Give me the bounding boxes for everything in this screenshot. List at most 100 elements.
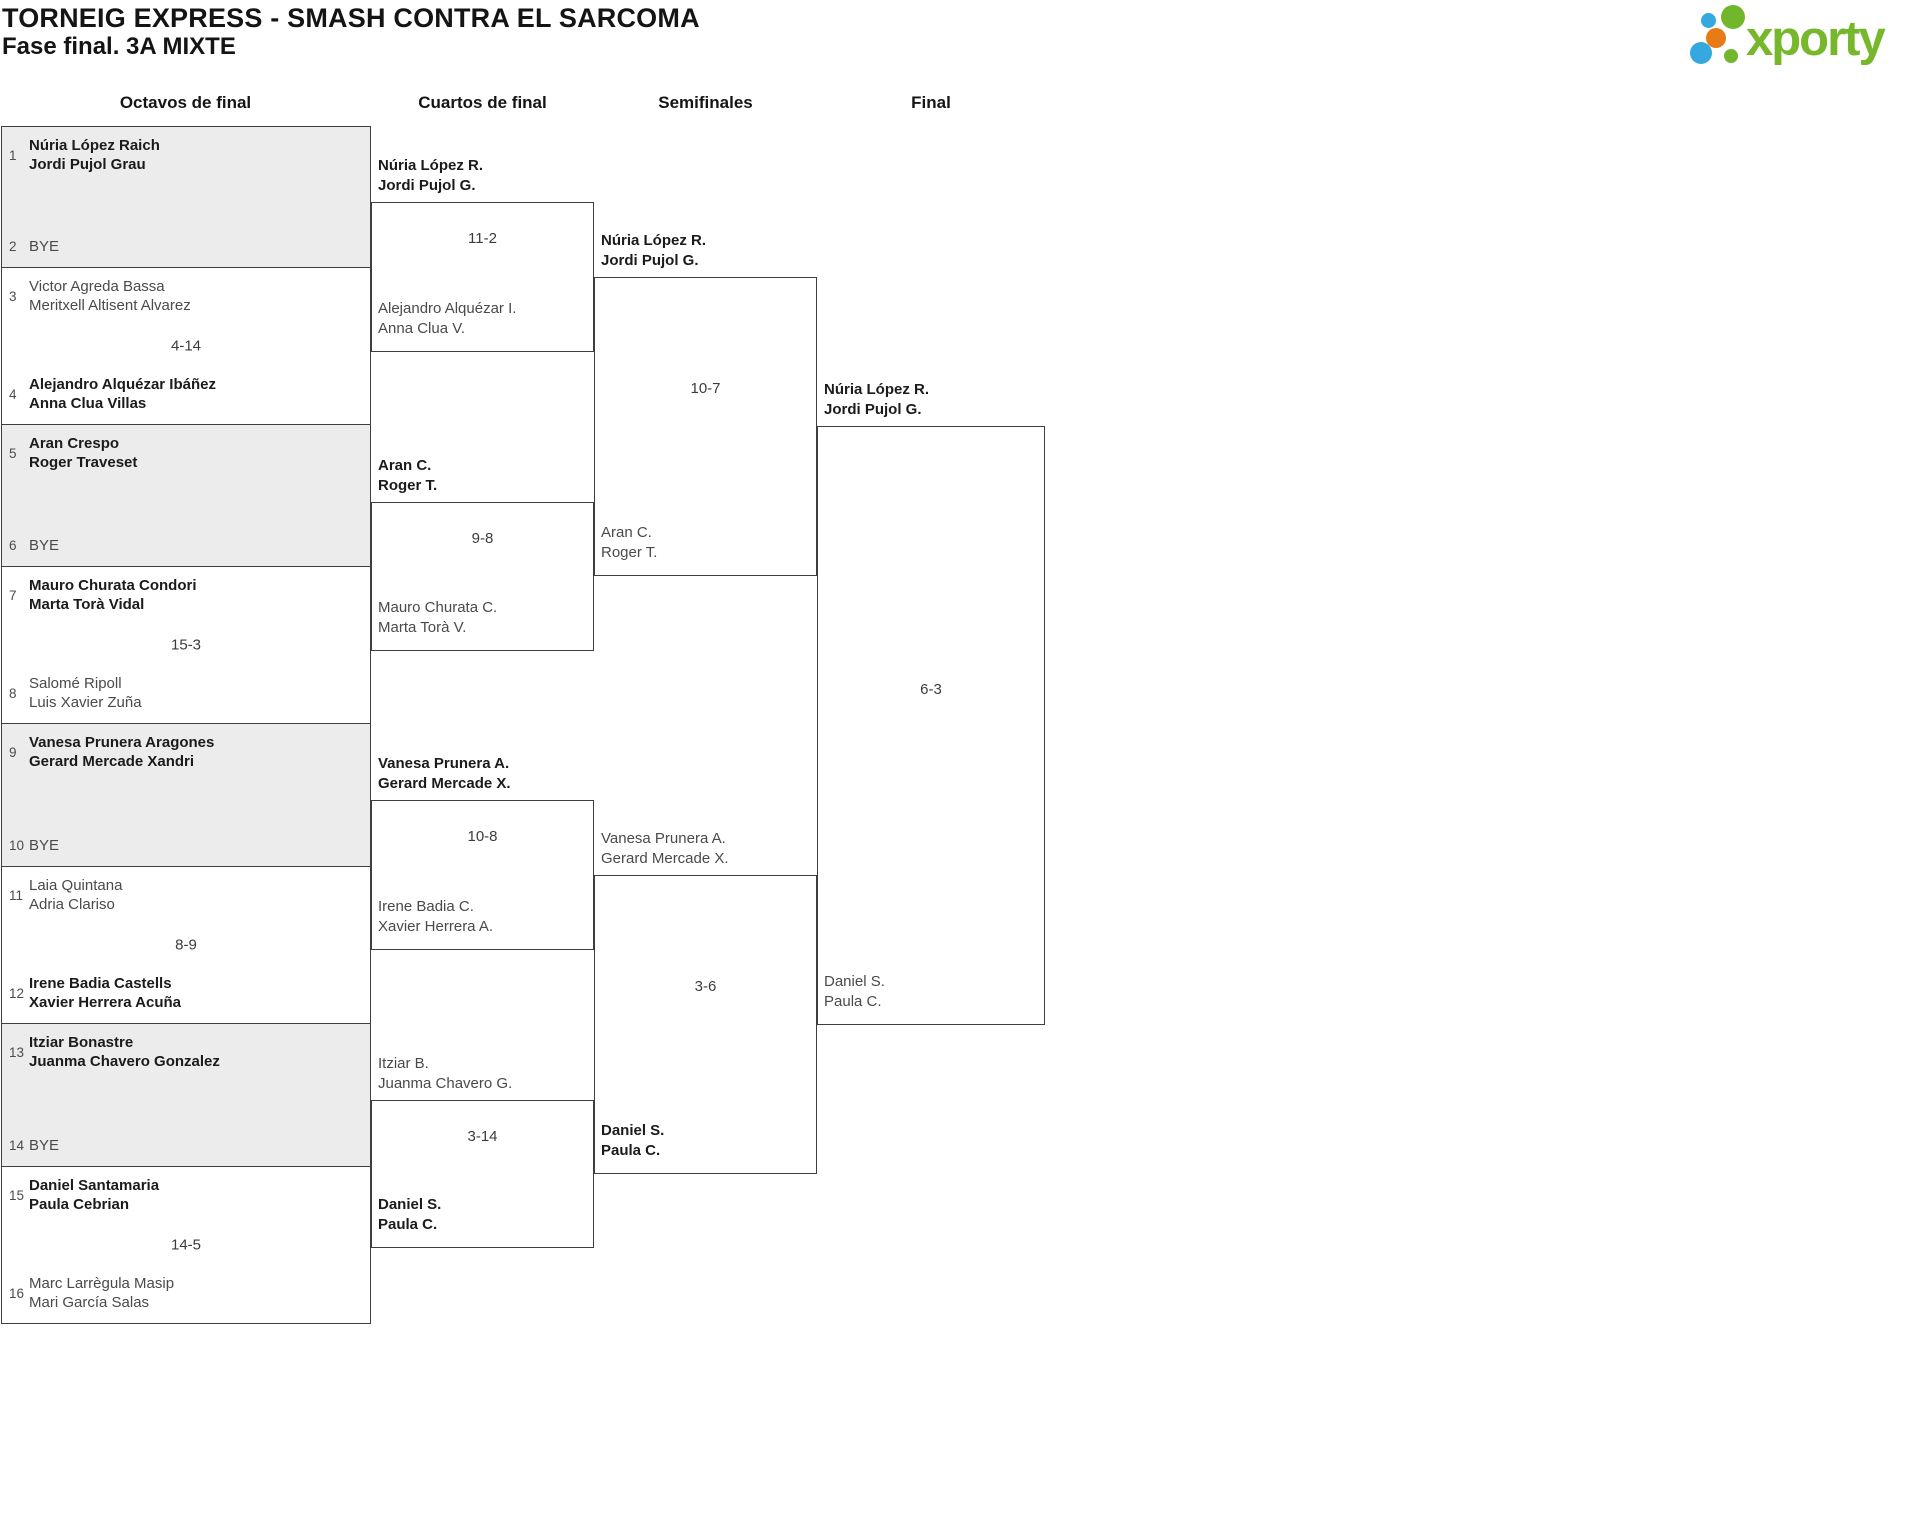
team-names: Daniel Santamaria Paula Cebrian — [29, 1177, 160, 1213]
advancing-team-bottom: Daniel S. Paula C. — [601, 1122, 665, 1159]
advancing-team-bottom: Daniel S. Paula C. — [824, 973, 885, 1010]
match-score: 10-8 — [467, 828, 498, 845]
team-names: BYE — [29, 837, 60, 854]
advancing-team-top: Vanesa Prunera A. Gerard Mercade X. — [378, 755, 511, 792]
advancing-team-top: Aran C. Roger T. — [378, 457, 438, 494]
match-score: 10-7 — [690, 380, 721, 397]
advancing-team-bottom: Aran C. Roger T. — [601, 524, 658, 561]
match-score: 3-14 — [467, 1128, 498, 1145]
team-names: Laia Quintana Adria Clariso — [29, 877, 123, 913]
team-names: Aran Crespo Roger Traveset — [29, 435, 138, 471]
team-slot-bottom: 16 Marc Larrègula Masip Mari García Salas — [2, 1274, 370, 1312]
advancing-team-top: Núria López R. Jordi Pujol G. — [824, 381, 930, 418]
advancing-team-bottom: Irene Badia C. Xavier Herrera A. — [378, 898, 494, 935]
seed-number: 8 — [9, 685, 17, 701]
advancing-team-top: Itziar B. Juanma Chavero G. — [378, 1055, 513, 1092]
seed-number: 3 — [9, 288, 17, 304]
team-slot-bottom: 14 BYE — [2, 1136, 370, 1155]
seed-number: 7 — [9, 587, 17, 603]
match-score: 3-6 — [694, 978, 717, 995]
team-slot-bottom: 6 BYE — [2, 536, 370, 555]
team-names: Salomé Ripoll Luis Xavier Zuña — [29, 675, 142, 711]
match-r16-4: 7 Mauro Churata Condori Marta Torà Vidal … — [1, 566, 371, 723]
round-header-semifinales: Semifinales — [658, 93, 753, 112]
match-qf-2: Aran C. Roger T. 9-8 Mauro Churata C. Mart… — [371, 457, 594, 651]
seed-number: 14 — [9, 1138, 25, 1153]
match-sf-2: Vanesa Prunera A. Gerard Mercade X. 3-6 D… — [594, 830, 817, 1174]
match-r16-8: 15 Daniel Santamaria Paula Cebrian 14-5 1… — [1, 1166, 371, 1324]
team-names: Vanesa Prunera Aragones Gerard Mercade Xa… — [29, 734, 215, 770]
team-slot-top: 5 Aran Crespo Roger Traveset — [2, 434, 370, 472]
match-score: 4-14 — [170, 337, 202, 355]
match-score: 11-2 — [468, 230, 497, 247]
match-qf-1: Núria López R. Jordi Pujol G. 11-2 Alejan… — [371, 157, 594, 352]
seed-number: 12 — [9, 985, 25, 1001]
match-r16-3: 5 Aran Crespo Roger Traveset 6 BYE — [1, 424, 371, 566]
seed-number: 6 — [9, 538, 17, 553]
team-slot-bottom: 2 BYE — [2, 237, 370, 256]
team-names: Mauro Churata Condori Marta Torà Vidal — [29, 577, 197, 613]
advancing-team-bottom: Daniel S. Paula C. — [378, 1196, 442, 1233]
team-slot-top: 3 Victor Agreda Bassa Meritxell Altisent … — [2, 277, 370, 315]
team-slot-bottom: 12 Irene Badia Castells Xavier Herrera Ac… — [2, 974, 370, 1012]
advancing-team-top: Núria López R. Jordi Pujol G. — [378, 157, 484, 194]
match-r16-1: 1 Núria López Raich Jordi Pujol Grau 2 BY… — [1, 126, 371, 267]
team-names: BYE — [29, 238, 60, 255]
team-slot-top: 11 Laia Quintana Adria Clariso — [2, 876, 370, 914]
match-final: Núria López R. Jordi Pujol G. 6-3 Daniel … — [817, 381, 1045, 1025]
seed-number: 2 — [9, 239, 17, 254]
match-score: 6-3 — [920, 681, 942, 698]
xporty-logo[interactable]: xporty — [1690, 5, 1918, 71]
round-header-final: Final — [911, 93, 951, 112]
logo-dot-green-small-icon — [1724, 49, 1738, 63]
team-slot-bottom: 10 BYE — [2, 836, 370, 855]
advancing-team-top: Vanesa Prunera A. Gerard Mercade X. — [601, 830, 729, 867]
logo-dot-green-large-icon — [1721, 5, 1745, 29]
logo-dot-orange-icon — [1706, 28, 1726, 48]
xporty-logo-text: xporty — [1746, 12, 1886, 66]
round-header-cuartos: Cuartos de final — [418, 93, 547, 112]
team-names: Itziar Bonastre Juanma Chavero Gonzalez — [29, 1034, 220, 1070]
logo-dot-blue-large-icon — [1690, 42, 1712, 64]
match-score: 9-8 — [471, 530, 494, 547]
team-slot-top: 9 Vanesa Prunera Aragones Gerard Mercade … — [2, 733, 370, 771]
match-sf-1: Núria López R. Jordi Pujol G. 10-7 Aran C… — [594, 232, 817, 576]
match-r16-7: 13 Itziar Bonastre Juanma Chavero Gonzale… — [1, 1023, 371, 1166]
page-subtitle: Fase final. 3A MIXTE — [2, 33, 236, 60]
match-qf-3: Vanesa Prunera A. Gerard Mercade X. 10-8 … — [371, 755, 594, 950]
team-slot-bottom: 4 Alejandro Alquézar Ibáñez Anna Clua Vil… — [2, 375, 370, 413]
page-title: TORNEIG EXPRESS - SMASH CONTRA EL SARCOM… — [2, 3, 700, 33]
seed-number: 13 — [9, 1044, 25, 1060]
seed-number: 9 — [9, 744, 17, 760]
team-names: Alejandro Alquézar Ibáñez Anna Clua Villa… — [29, 376, 216, 412]
team-slot-top: 15 Daniel Santamaria Paula Cebrian — [2, 1176, 370, 1214]
team-names: Núria López Raich Jordi Pujol Grau — [29, 137, 160, 173]
team-slot-top: 1 Núria López Raich Jordi Pujol Grau — [2, 136, 370, 174]
seed-number: 10 — [9, 838, 25, 853]
team-names: BYE — [29, 537, 60, 554]
match-qf-4: Itziar B. Juanma Chavero G. 3-14 Daniel S… — [371, 1055, 594, 1248]
seed-number: 16 — [9, 1285, 25, 1301]
match-r16-6: 11 Laia Quintana Adria Clariso 8-9 12 Ire… — [1, 866, 371, 1023]
advancing-team-top: Núria López R. Jordi Pujol G. — [601, 232, 707, 269]
round-header-octavos: Octavos de final — [119, 93, 252, 112]
match-r16-5: 9 Vanesa Prunera Aragones Gerard Mercade … — [1, 723, 371, 866]
team-names: Victor Agreda Bassa Meritxell Altisent Al… — [29, 278, 191, 314]
team-names: Marc Larrègula Masip Mari García Salas — [29, 1275, 175, 1311]
match-r16-2: 3 Victor Agreda Bassa Meritxell Altisent … — [1, 267, 371, 424]
seed-number: 15 — [9, 1187, 25, 1203]
advancing-team-bottom: Alejandro Alquézar I. Anna Clua V. — [378, 300, 517, 337]
seed-number: 5 — [9, 445, 17, 461]
match-score: 8-9 — [175, 936, 197, 954]
advancing-team-bottom: Mauro Churata C. Marta Torà V. — [378, 599, 498, 636]
team-slot-bottom: 8 Salomé Ripoll Luis Xavier Zuña — [2, 674, 370, 712]
team-names: Irene Badia Castells Xavier Herrera Acuña — [29, 975, 182, 1011]
team-slot-top: 13 Itziar Bonastre Juanma Chavero Gonzale… — [2, 1033, 370, 1071]
logo-dot-blue-small-icon — [1701, 13, 1716, 28]
match-score: 15-3 — [170, 636, 202, 654]
seed-number: 11 — [9, 887, 24, 903]
seed-number: 4 — [9, 386, 17, 402]
team-names: BYE — [29, 1137, 60, 1154]
match-score: 14-5 — [170, 1236, 202, 1254]
